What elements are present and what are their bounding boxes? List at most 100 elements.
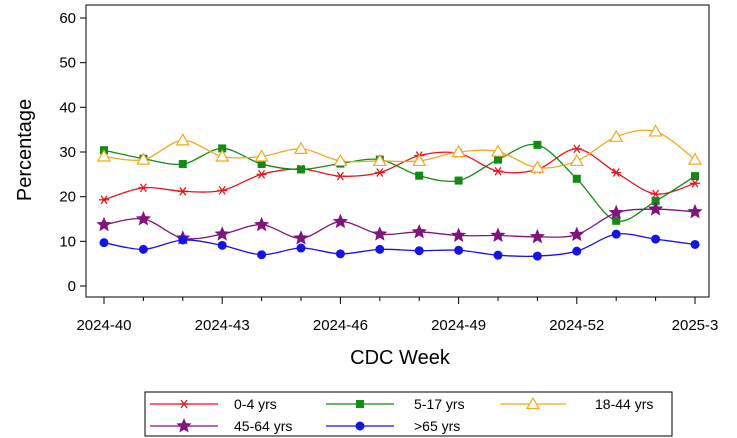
data-point [532,251,542,261]
data-point [178,235,188,245]
data-point [217,240,227,250]
data-point [609,129,624,142]
data-point [690,178,700,188]
data-point [253,216,270,232]
y-tick-label: 50 [59,55,76,72]
data-point [651,197,660,206]
series-2 [100,140,699,225]
data-point [96,216,112,232]
data-point [332,213,349,229]
legend-label: 5-17 yrs [414,396,465,412]
legend-item: 5-17 yrs [326,396,465,412]
data-point [494,155,502,164]
data-point [450,227,467,242]
legend-item: >65 yrs [326,418,460,434]
data-point [256,169,267,179]
legend-marker [176,418,192,433]
data-point [297,165,305,174]
legend-marker [179,399,189,409]
legend-label: 18-44 yrs [595,396,653,412]
plot-border [85,4,710,298]
data-point [96,149,112,162]
x-tick-label: 2025-3 [672,317,719,334]
data-point [372,153,387,167]
legend-item: 45-64 yrs [150,418,292,434]
legend: 0-4 yrs 5-17 yrs 18-44 yrs 45-64 yrs >65 yrs [144,391,673,437]
y-tick-label: 30 [59,144,76,161]
data-point [296,243,306,253]
data-point [335,171,346,181]
data-point [572,174,581,183]
data-point [490,227,506,242]
data-point [454,245,464,255]
data-point [530,160,545,173]
legend-label: >65 yrs [414,418,460,434]
data-point [138,244,148,254]
legend-marker [356,400,364,408]
data-point [687,203,703,219]
data-point [177,186,188,196]
data-point [411,223,427,239]
x-axis-title: CDC Week [350,347,451,369]
data-point [454,176,463,185]
data-point [375,244,385,254]
data-point [533,140,542,149]
data-point [529,228,546,244]
data-point [493,166,503,176]
x-axis-ticks: 2024-40 2024-43 2024-46 2024-49 2024-52 2025-… [76,297,718,334]
data-point [138,183,149,193]
series-1 [99,144,700,205]
plot-frame [85,4,710,298]
series-line [103,129,696,169]
y-tick-label: 10 [59,233,76,250]
legend-item: 18-44 yrs [500,396,653,412]
data-point [215,149,230,162]
data-point [690,239,700,249]
series-line [103,143,696,222]
data-point [569,153,584,167]
series-line [103,148,696,201]
y-tick-label: 40 [59,99,76,116]
series-layer [96,124,703,261]
x-tick-label: 2024-52 [549,317,604,334]
data-point [648,124,663,137]
data-point [571,144,582,154]
data-point [572,246,582,256]
data-point [374,168,385,177]
data-point [372,226,388,241]
data-point [412,153,427,167]
x-tick-label: 2024-40 [76,317,131,334]
y-tick-label: 20 [59,189,76,206]
legend-box [144,391,673,437]
y-tick-label: 60 [59,10,76,27]
data-point [647,201,664,216]
data-point [691,172,699,181]
data-point [612,216,621,225]
data-point [415,171,424,180]
legend-label: 0-4 yrs [234,396,277,412]
data-point [687,152,703,165]
legend-item: 0-4 yrs [150,396,277,412]
data-point [333,153,348,167]
data-point [136,152,151,165]
data-point [293,141,309,154]
x-tick-label: 2024-49 [431,317,486,334]
data-point [175,133,190,146]
legend-marker [525,396,541,410]
data-point [135,211,152,226]
x-tick-label: 2024-43 [195,317,250,334]
data-point [178,160,187,169]
series-4 [96,201,703,245]
data-point [254,149,269,162]
legend-marker [355,421,365,431]
data-point [214,226,230,241]
x-tick-label: 2024-46 [313,317,368,334]
data-point [257,250,267,260]
data-point [651,234,661,244]
data-point [414,246,424,256]
data-point [611,229,621,239]
legend-label: 45-64 yrs [234,418,292,434]
data-point [611,168,622,177]
data-point [490,144,506,157]
